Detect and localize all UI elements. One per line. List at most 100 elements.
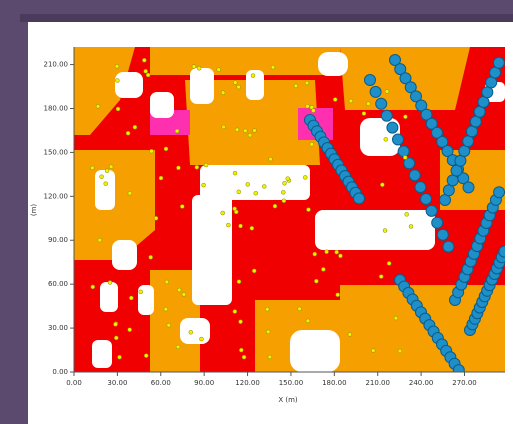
yellow-dot: [192, 64, 196, 68]
blue-dot: [415, 182, 426, 193]
y-tick-label: 0.00: [52, 368, 68, 376]
yellow-dot: [311, 109, 315, 113]
yellow-dot: [164, 147, 168, 151]
yellow-dot: [108, 280, 112, 284]
yellow-dot: [313, 252, 317, 256]
yellow-dot: [144, 354, 148, 358]
yellow-dot: [306, 319, 310, 323]
blue-dot: [437, 229, 448, 240]
y-tick-label: 180.00: [44, 104, 69, 112]
yellow-dot: [128, 328, 132, 332]
yellow-dot: [167, 323, 171, 327]
yellow-dot: [310, 142, 314, 146]
y-tick-label: 60.00: [48, 280, 68, 288]
yellow-dot: [336, 293, 340, 297]
yellow-dot: [239, 348, 243, 352]
x-tick-label: 240.00: [409, 379, 434, 387]
yellow-dot: [306, 208, 310, 212]
x-tick-label: 90.00: [194, 379, 214, 387]
yellow-dot: [409, 224, 413, 228]
x-tick-label: 150.00: [279, 379, 304, 387]
blue-dot: [426, 205, 437, 216]
yellow-dot: [115, 64, 119, 68]
yellow-dot: [222, 125, 226, 129]
yellow-dot: [281, 190, 285, 194]
yellow-dot: [149, 255, 153, 259]
yellow-dot: [146, 73, 150, 77]
yellow-dot: [243, 129, 247, 133]
yellow-dot: [385, 89, 389, 93]
yellow-dot: [283, 181, 287, 185]
yellow-dot: [265, 307, 269, 311]
blue-dot: [432, 217, 443, 228]
yellow-dot: [221, 211, 225, 215]
yellow-dot: [128, 191, 132, 195]
yellow-dot: [176, 345, 180, 349]
yellow-dot: [253, 129, 257, 133]
yellow-dot: [271, 65, 275, 69]
yellow-dot: [305, 104, 309, 108]
yellow-dot: [403, 155, 407, 159]
yellow-dot: [109, 165, 113, 169]
yellow-dot: [266, 330, 270, 334]
blue-dot: [381, 110, 392, 121]
yellow-dot: [115, 79, 119, 83]
x-tick-label: 210.00: [365, 379, 390, 387]
yellow-dot: [177, 288, 181, 292]
yellow-dot: [321, 267, 325, 271]
yellow-dot: [349, 99, 353, 103]
x-tick-label: 0.00: [66, 379, 82, 387]
yellow-dot: [305, 81, 309, 85]
x-tick-label: 30.00: [107, 379, 127, 387]
yellow-dot: [268, 355, 272, 359]
yellow-dot: [195, 165, 199, 169]
yellow-dot: [237, 190, 241, 194]
yellow-dot: [314, 279, 318, 283]
yellow-dot: [189, 330, 193, 334]
yellow-dot: [303, 175, 307, 179]
yellow-dot: [104, 182, 108, 186]
y-axis-label: (m): [30, 204, 38, 217]
blue-dot: [376, 98, 387, 109]
blue-dot: [463, 182, 474, 193]
yellow-dot: [398, 349, 402, 353]
blue-dot: [493, 57, 504, 68]
yellow-dot: [175, 129, 179, 133]
yellow-dot: [204, 163, 208, 167]
yellow-dot: [113, 322, 117, 326]
yellow-dot: [237, 85, 241, 89]
yellow-dot: [114, 336, 118, 340]
yellow-dot: [298, 307, 302, 311]
yellow-dot: [118, 355, 122, 359]
yellow-dot: [387, 261, 391, 265]
blue-dot: [387, 122, 398, 133]
frame-top: [20, 14, 513, 22]
yellow-dot: [98, 238, 102, 242]
yellow-dot: [217, 68, 221, 72]
yellow-dot: [126, 131, 130, 135]
blue-dot: [365, 75, 376, 86]
yellow-dot: [335, 250, 339, 254]
yellow-dot: [250, 226, 254, 230]
blue-dot: [398, 146, 409, 157]
yellow-dot: [139, 290, 143, 294]
yellow-dot: [273, 204, 277, 208]
raster-image: [74, 47, 510, 376]
x-tick-label: 180.00: [322, 379, 347, 387]
yellow-dot: [197, 66, 201, 70]
yellow-dot: [242, 355, 246, 359]
yellow-dot: [90, 166, 94, 170]
yellow-dot: [239, 224, 243, 228]
yellow-dot: [254, 191, 258, 195]
x-tick-label: 120.00: [235, 379, 260, 387]
yellow-dot: [338, 254, 342, 258]
yellow-dot: [142, 58, 146, 62]
yellow-dot: [286, 177, 290, 181]
yellow-dot: [100, 175, 104, 179]
y-tick-label: 30.00: [48, 324, 68, 332]
x-tick-label: 60.00: [151, 379, 171, 387]
yellow-dot: [239, 320, 243, 324]
yellow-dot: [164, 307, 168, 311]
yellow-dot: [133, 125, 137, 129]
yellow-dot: [248, 133, 252, 137]
